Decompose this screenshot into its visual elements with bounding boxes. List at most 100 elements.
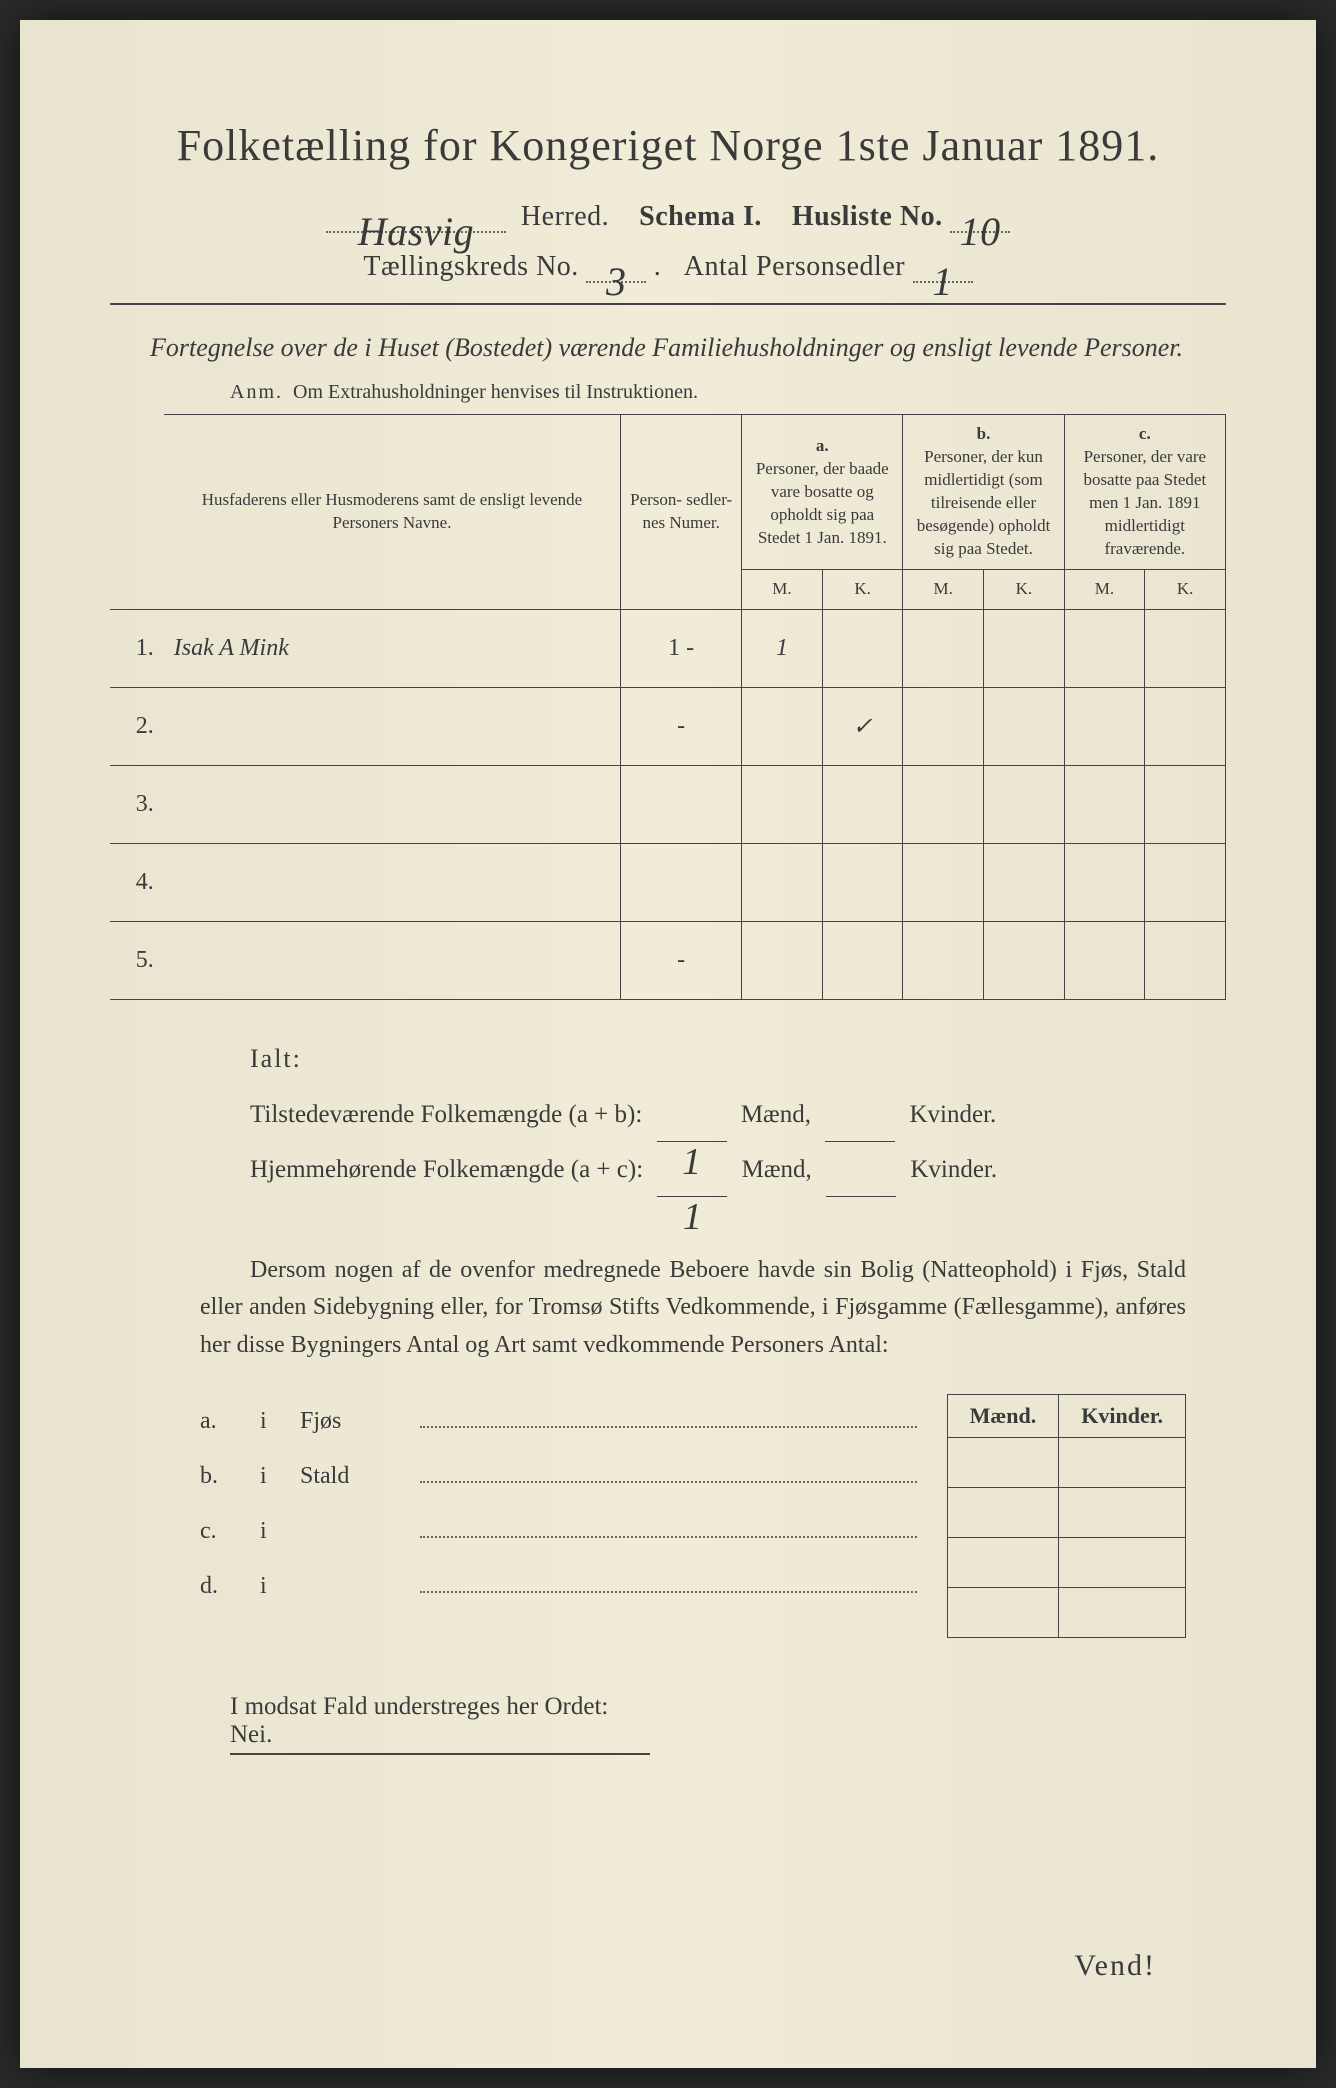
th-a: a. Personer, der baade vare bosatte og o… <box>742 415 903 570</box>
name-cell <box>164 843 621 921</box>
herred-value: Hasvig <box>358 209 474 254</box>
c-m <box>1064 609 1145 687</box>
b-k <box>984 609 1065 687</box>
census-form-page: Folketælling for Kongeriget Norge 1ste J… <box>20 20 1316 2068</box>
row-num: 3. <box>110 765 164 843</box>
a-dots <box>420 1408 917 1428</box>
pnum-cell: - <box>621 687 742 765</box>
total2-k <box>826 1171 896 1197</box>
mk-kvinder: Kvinder. <box>1059 1394 1186 1437</box>
schema-label: Schema I. <box>639 201 762 232</box>
th-c-label: c. <box>1139 424 1151 443</box>
row-a: a. i Fjøs <box>200 1394 917 1449</box>
b-m <box>903 687 984 765</box>
table-row: 2. - ✓ <box>110 687 1226 765</box>
c-k <box>1145 765 1226 843</box>
kvinder-2: Kvinder. <box>910 1156 997 1183</box>
page-title: Folketælling for Kongeriget Norge 1ste J… <box>110 120 1226 171</box>
vend-label: Vend! <box>1074 1949 1156 1983</box>
maend-2: Mænd, <box>742 1156 812 1183</box>
table-row: 5.- <box>110 921 1226 999</box>
a-k <box>822 921 903 999</box>
herred-field: Hasvig <box>326 203 506 233</box>
name-cell <box>164 687 621 765</box>
ialt-label: Ialt: <box>250 1030 1226 1087</box>
b-k <box>984 843 1065 921</box>
a-label: a. <box>200 1394 260 1449</box>
c-k <box>1145 843 1226 921</box>
th-c-text: Personer, der vare bosatte paa Stedet me… <box>1083 447 1206 558</box>
divider <box>110 303 1226 305</box>
row-num: 2. <box>110 687 164 765</box>
c-m <box>1064 843 1145 921</box>
c-m <box>1064 921 1145 999</box>
th-a-text: Personer, der baade vare bosatte og opho… <box>756 459 889 547</box>
name-cell: Isak A Mink <box>164 609 621 687</box>
bottom-text: I modsat Fald understreges her Ordet: Ne… <box>230 1693 650 1755</box>
pnum-cell <box>621 765 742 843</box>
b-k <box>984 687 1065 765</box>
abcd-block: a. i Fjøs b. i Stald c. i d. i <box>200 1394 1186 1638</box>
c-m <box>1064 687 1145 765</box>
b-loc: Stald <box>300 1449 420 1504</box>
total2-label: Hjemmehørende Folkemængde (a + c): <box>250 1156 643 1183</box>
row-d: d. i <box>200 1559 917 1614</box>
d-dots <box>420 1573 917 1593</box>
th-pnum: Person- sedler- nes Numer. <box>621 415 742 610</box>
kvinder-1: Kvinder. <box>909 1101 996 1128</box>
a-k: ✓ <box>822 687 903 765</box>
th-b-text: Personer, der kun midlertidigt (som tilr… <box>917 447 1051 558</box>
mk-a-k <box>1059 1437 1186 1487</box>
mk-d-k <box>1059 1587 1186 1637</box>
husliste-field: 10 <box>950 203 1010 233</box>
antal-label: Antal Personsedler <box>684 251 905 282</box>
a-k <box>822 609 903 687</box>
th-b: b. Personer, der kun midlertidigt (som t… <box>903 415 1064 570</box>
mk-b-m <box>947 1487 1059 1537</box>
th-c-m: M. <box>1064 570 1145 610</box>
table-row: 3. <box>110 765 1226 843</box>
a-k <box>822 843 903 921</box>
kreds-field: 3 <box>586 253 646 283</box>
header-line-1: Hasvig Herred. Schema I. Husliste No. 10 <box>110 201 1226 233</box>
c-i: i <box>260 1504 300 1559</box>
d-i: i <box>260 1559 300 1614</box>
anm-text: Om Extrahusholdninger henvises til Instr… <box>293 381 698 403</box>
husliste-label: Husliste No. <box>792 201 943 232</box>
paragraph: Dersom nogen af de ovenfor medregnede Be… <box>200 1252 1186 1364</box>
totals-block: Ialt: Tilstedeværende Folkemængde (a + b… <box>250 1030 1226 1197</box>
th-b-label: b. <box>977 424 991 443</box>
b-m <box>903 921 984 999</box>
a-i: i <box>260 1394 300 1449</box>
name-cell <box>164 765 621 843</box>
a-m: 1 <box>742 609 823 687</box>
c-dots <box>420 1518 917 1538</box>
c-k <box>1145 687 1226 765</box>
b-m <box>903 765 984 843</box>
kreds-label: Tællingskreds No. <box>363 251 578 282</box>
herred-label: Herred. <box>521 201 609 232</box>
th-name: Husfaderens eller Husmoderens samt de en… <box>164 415 621 610</box>
row-c: c. i <box>200 1504 917 1559</box>
total1-k <box>825 1116 895 1142</box>
c-label: c. <box>200 1504 260 1559</box>
total-line-1: Tilstedeværende Folkemængde (a + b): 1 M… <box>250 1087 1226 1142</box>
row-num: 5. <box>110 921 164 999</box>
th-a-label: a. <box>816 436 829 455</box>
name-cell <box>164 921 621 999</box>
mk-b-k <box>1059 1487 1186 1537</box>
antal-field: 1 <box>913 253 973 283</box>
b-i: i <box>260 1449 300 1504</box>
b-k <box>984 921 1065 999</box>
a-m <box>742 687 823 765</box>
husliste-value: 10 <box>960 209 1001 254</box>
c-m <box>1064 765 1145 843</box>
c-k <box>1145 921 1226 999</box>
anm-line: Anm. Om Extrahusholdninger henvises til … <box>230 381 1226 404</box>
mk-table: Mænd. Kvinder. <box>947 1394 1186 1638</box>
a-m <box>742 765 823 843</box>
th-a-k: K. <box>822 570 903 610</box>
a-k <box>822 765 903 843</box>
mk-c-m <box>947 1537 1059 1587</box>
total1-m: 1 <box>657 1116 727 1142</box>
